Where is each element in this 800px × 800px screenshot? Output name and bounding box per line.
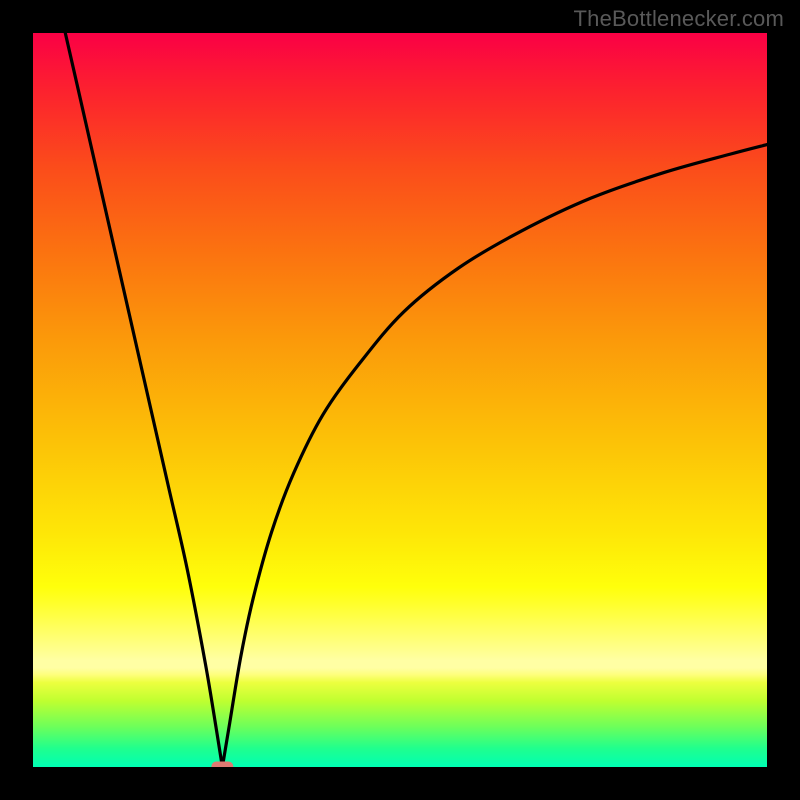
plot-svg bbox=[33, 33, 767, 767]
plot-area bbox=[33, 33, 767, 767]
chart-frame: TheBottlenecker.com bbox=[0, 0, 800, 800]
watermark-text: TheBottlenecker.com bbox=[574, 6, 784, 32]
notch-marker bbox=[211, 762, 233, 768]
gradient-background bbox=[33, 33, 767, 767]
